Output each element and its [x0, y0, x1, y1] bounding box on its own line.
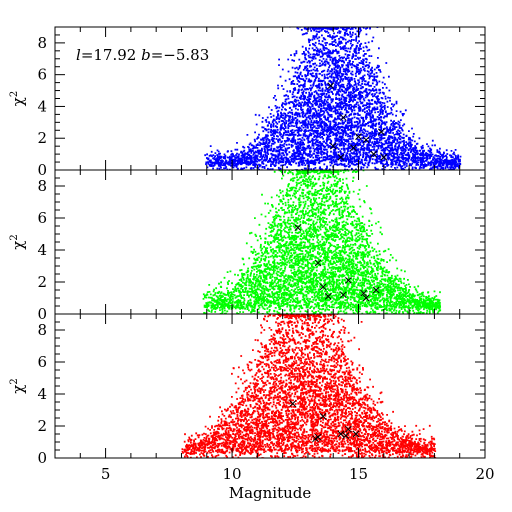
y-axis-label: χ2 — [9, 378, 27, 393]
marked-point — [319, 413, 327, 420]
marked-point — [345, 425, 352, 433]
point-cloud-green — [202, 170, 442, 314]
y-axis-label: χ2 — [9, 234, 27, 249]
y-tick-label: 8 — [37, 34, 47, 52]
field-coordinates-annotation: l=17.92 b=−5.83 — [76, 46, 209, 64]
y-tick-label: 0 — [37, 305, 47, 323]
annotation-value: =17.92 — [81, 46, 141, 64]
marked-point — [377, 128, 385, 136]
y-tick-label: 4 — [37, 97, 47, 115]
annotation-variable: l — [76, 46, 81, 64]
marked-point — [342, 432, 350, 439]
marked-point — [380, 153, 388, 161]
y-tick-label: 6 — [37, 209, 47, 227]
marked-point — [314, 259, 322, 267]
marked-point — [329, 142, 337, 150]
x-tick-label: 10 — [223, 465, 242, 483]
y-axis-label-superscript: 2 — [9, 378, 20, 384]
cloud-points-blue — [204, 27, 462, 170]
marked-point — [339, 291, 347, 299]
panel-red: 0 2 4 6 8 χ2 5 10 15 20 — [9, 313, 495, 483]
chart-panels: 0 2 4 6 8 χ2 0 2 4 6 8 χ2 0 2 4 6 8 χ2 5 10 15 20 — [9, 26, 495, 483]
y-axis-label-superscript: 2 — [9, 234, 20, 240]
y-tick-label: 6 — [37, 66, 47, 84]
panel-green: 0 2 4 6 8 χ2 — [9, 169, 486, 323]
point-cloud-blue — [204, 27, 462, 170]
marked-point — [362, 294, 370, 302]
marked-point — [327, 82, 335, 90]
x-tick-label: 20 — [475, 465, 494, 483]
y-tick-label: 4 — [37, 241, 47, 259]
marked-point — [345, 277, 352, 284]
marked-point — [319, 283, 327, 291]
x-tick-label: 5 — [101, 465, 111, 483]
marked-point — [337, 153, 345, 161]
x-axis-label: Magnitude — [229, 484, 312, 502]
marked-point — [352, 430, 360, 438]
marked-point — [337, 430, 345, 438]
marked-point — [294, 224, 302, 231]
y-tick-label: 6 — [37, 353, 47, 371]
marked-points-red — [289, 400, 360, 443]
marked-point — [324, 293, 332, 300]
cloud-points-red — [181, 314, 437, 458]
annotation-variable: b — [141, 46, 151, 64]
y-tick-label: 8 — [37, 321, 47, 339]
y-axis-label: χ2 — [9, 91, 27, 106]
marked-point — [355, 133, 362, 140]
y-tick-label: 2 — [37, 273, 47, 291]
marked-points-green — [294, 224, 380, 302]
y-tick-label: 0 — [37, 161, 47, 179]
marked-point — [360, 289, 367, 297]
marked-point — [339, 114, 347, 121]
annotation-value: =−5.83 — [151, 46, 210, 64]
y-tick-label: 0 — [37, 449, 47, 467]
point-cloud-red — [181, 314, 437, 458]
cloud-points-green — [202, 170, 442, 314]
y-tick-label: 2 — [37, 129, 47, 147]
marked-point — [312, 435, 319, 443]
marked-point — [370, 150, 378, 158]
marked-point — [372, 286, 380, 294]
x-tick-label: 15 — [349, 465, 368, 483]
y-axis-label-superscript: 2 — [9, 91, 20, 97]
marked-point — [350, 144, 357, 152]
marked-point — [362, 136, 370, 144]
marked-points-blue — [327, 82, 388, 161]
y-tick-label: 2 — [37, 417, 47, 435]
y-tick-label: 8 — [37, 177, 47, 195]
y-tick-label: 4 — [37, 385, 47, 403]
marked-point — [289, 400, 297, 407]
